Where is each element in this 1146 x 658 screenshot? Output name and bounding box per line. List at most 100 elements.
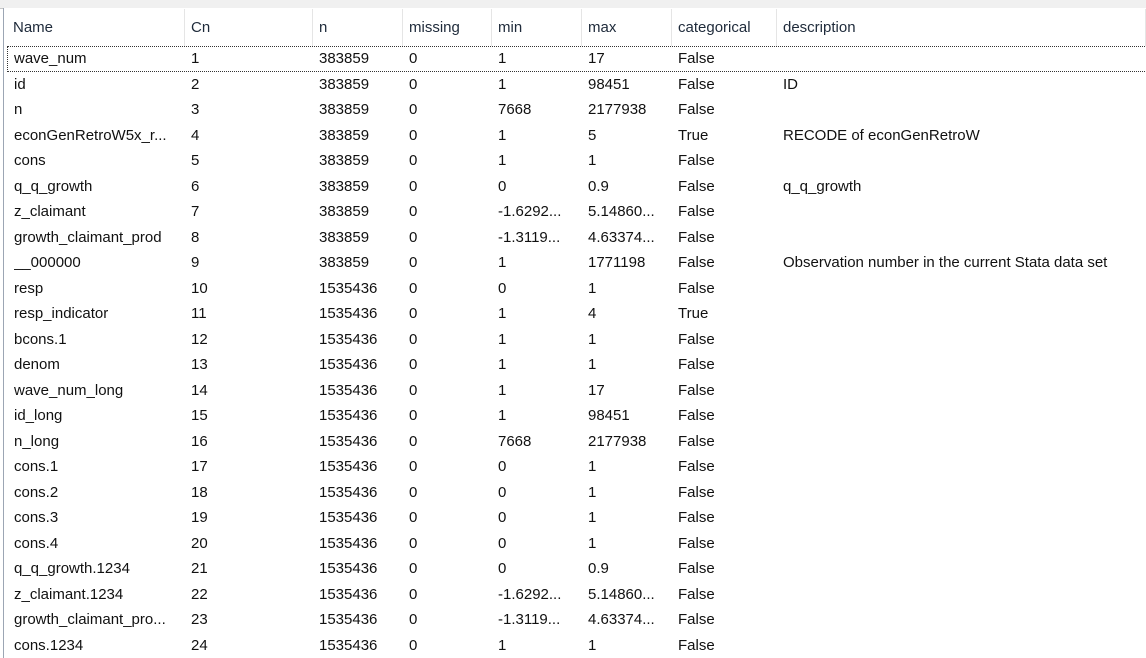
variables-list-view[interactable]: [3, 8, 1146, 658]
cell-description: [783, 353, 1144, 377]
cell-min: 1: [498, 75, 507, 93]
table-row[interactable]: wave_num_long 14 1535436 0 1 17 False: [8, 379, 1146, 403]
cell-categorical: False: [678, 458, 715, 476]
cell-n: 1535436: [319, 585, 378, 603]
cell-missing: 0: [409, 228, 418, 246]
table-row[interactable]: wave_num 1 383859 0 1 17 False: [7, 46, 1146, 72]
cell-n: 1535436: [319, 279, 378, 297]
cell-description: [783, 608, 1144, 632]
cell-max: 0.9: [588, 177, 609, 195]
cell-n: 383859: [319, 177, 370, 195]
cell-categorical: True: [678, 126, 709, 144]
cell-description: [783, 455, 1144, 479]
table-row[interactable]: denom 13 1535436 0 1 1 False: [8, 353, 1146, 377]
cell-description: [783, 47, 1144, 71]
cell-min: 0: [498, 458, 507, 476]
column-header-description[interactable]: description: [777, 9, 1146, 46]
cell-min: 1: [498, 636, 507, 654]
cell-n: 383859: [319, 254, 370, 272]
cell-name: __000000: [14, 254, 81, 272]
cell-name: cons.1234: [14, 636, 84, 654]
table-row[interactable]: econGenRetroW5x_r... 4 383859 0 1 5 True RECODE…: [8, 124, 1146, 148]
table-row[interactable]: z_claimant 7 383859 0 -1.6292... 5.14860... Fa…: [8, 200, 1146, 224]
cell-cn: 8: [191, 228, 200, 246]
cell-description: [783, 481, 1144, 505]
cell-min: 1: [498, 305, 507, 323]
cell-missing: 0: [409, 75, 418, 93]
cell-name: wave_num_long: [14, 381, 124, 399]
table-row[interactable]: growth_claimant_pro... 23 1535436 0 -1.3119.…: [8, 608, 1146, 632]
cell-max: 17: [588, 381, 605, 399]
cell-max: 1771198: [588, 254, 646, 272]
cell-min: 1: [498, 254, 507, 272]
cell-categorical: False: [678, 534, 715, 552]
cell-max: 1: [588, 330, 597, 348]
cell-categorical: False: [678, 560, 715, 578]
cell-name: z_claimant.1234: [14, 585, 124, 603]
cell-name: resp: [14, 279, 44, 297]
table-row[interactable]: q_q_growth 6 383859 0 0 0.9 False q_q_growth: [8, 175, 1146, 199]
cell-categorical: False: [678, 330, 715, 348]
table-row[interactable]: id 2 383859 0 1 98451 False ID: [8, 73, 1146, 97]
table-row[interactable]: cons.3 19 1535436 0 0 1 False: [8, 506, 1146, 530]
cell-min: 0: [498, 560, 507, 578]
table-row[interactable]: cons.4 20 1535436 0 0 1 False: [8, 532, 1146, 556]
cell-missing: 0: [409, 636, 418, 654]
table-row[interactable]: cons.1234 24 1535436 0 1 1 False: [8, 634, 1146, 658]
cell-name: z_claimant: [14, 203, 86, 221]
table-row[interactable]: growth_claimant_prod 8 383859 0 -1.3119... 4.…: [8, 226, 1146, 250]
table-row[interactable]: __000000 9 383859 0 1 1771198 False Observation…: [8, 251, 1146, 275]
cell-categorical: False: [678, 381, 715, 399]
column-header-min[interactable]: min: [492, 9, 582, 46]
cell-min: 0: [498, 177, 507, 195]
cell-cn: 17: [191, 458, 208, 476]
table-row[interactable]: cons.1 17 1535436 0 0 1 False: [8, 455, 1146, 479]
table-row[interactable]: cons 5 383859 0 1 1 False: [8, 149, 1146, 173]
cell-n: 383859: [319, 75, 370, 93]
table-row[interactable]: n_long 16 1535436 0 7668 2177938 False: [8, 430, 1146, 454]
cell-name: q_q_growth.1234: [14, 560, 130, 578]
column-header-cn[interactable]: Cn: [185, 9, 313, 46]
cell-description: [783, 277, 1144, 301]
table-row[interactable]: cons.2 18 1535436 0 0 1 False: [8, 481, 1146, 505]
cell-missing: 0: [409, 407, 418, 425]
cell-n: 1535436: [319, 534, 378, 552]
table-row[interactable]: n 3 383859 0 7668 2177938 False: [8, 98, 1146, 122]
column-header-name[interactable]: Name: [7, 9, 185, 46]
table-row[interactable]: id_long 15 1535436 0 1 98451 False: [8, 404, 1146, 428]
cell-name: bcons.1: [14, 330, 67, 348]
cell-categorical: False: [678, 228, 715, 246]
cell-name: econGenRetroW5x_r...: [14, 126, 167, 144]
cell-n: 1535436: [319, 330, 378, 348]
cell-missing: 0: [409, 560, 418, 578]
cell-name: id_long: [14, 407, 63, 425]
column-header-missing[interactable]: missing: [403, 9, 492, 46]
cell-cn: 16: [191, 432, 208, 450]
cell-min: -1.3119...: [498, 228, 561, 246]
cell-cn: 21: [191, 560, 208, 578]
cell-max: 17: [588, 50, 605, 67]
column-header-categorical[interactable]: categorical: [672, 9, 777, 46]
cell-n: 1535436: [319, 483, 378, 501]
table-row[interactable]: resp 10 1535436 0 0 1 False: [8, 277, 1146, 301]
cell-categorical: False: [678, 279, 715, 297]
cell-categorical: False: [678, 432, 715, 450]
cell-max: 1: [588, 356, 597, 374]
cell-name: growth_claimant_prod: [14, 228, 162, 246]
column-header-n[interactable]: n: [313, 9, 403, 46]
table-row[interactable]: q_q_growth.1234 21 1535436 0 0 0.9 False: [8, 557, 1146, 581]
cell-description: [783, 226, 1144, 250]
cell-n: 1535436: [319, 407, 378, 425]
cell-description: [783, 98, 1144, 122]
table-row[interactable]: resp_indicator 11 1535436 0 1 4 True: [8, 302, 1146, 326]
cell-name: n: [14, 101, 23, 119]
table-row[interactable]: bcons.1 12 1535436 0 1 1 False: [8, 328, 1146, 352]
table-row[interactable]: z_claimant.1234 22 1535436 0 -1.6292... 5.148…: [8, 583, 1146, 607]
cell-cn: 10: [191, 279, 208, 297]
column-header-max[interactable]: max: [582, 9, 672, 46]
cell-cn: 12: [191, 330, 208, 348]
cell-name: wave_num: [14, 50, 87, 67]
cell-categorical: False: [678, 177, 715, 195]
cell-max: 5.14860...: [588, 585, 655, 603]
cell-max: 1: [588, 509, 597, 527]
